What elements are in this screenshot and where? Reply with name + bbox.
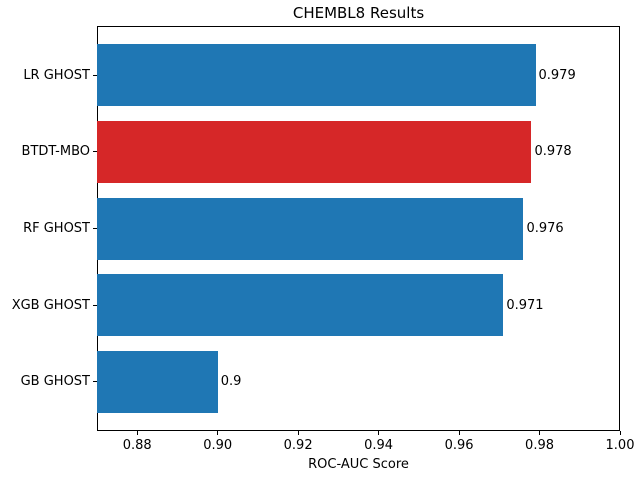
x-tick-label-0.98: 0.98 bbox=[525, 438, 554, 453]
bar-xgb-ghost bbox=[97, 274, 504, 337]
y-tick-label-rf-ghost: RF GHOST bbox=[23, 221, 90, 236]
x-tick-mark bbox=[539, 431, 541, 435]
x-tick-mark bbox=[297, 431, 299, 435]
x-tick-label-0.92: 0.92 bbox=[283, 438, 313, 453]
x-tick-mark bbox=[619, 431, 621, 435]
x-tick-mark bbox=[217, 431, 219, 435]
y-tick-label-btdt-mbo: BTDT-MBO bbox=[21, 144, 90, 160]
y-tick-mark bbox=[93, 228, 97, 229]
x-tick-label-0.90: 0.90 bbox=[203, 438, 233, 453]
bar-btdt-mbo bbox=[97, 120, 532, 183]
bar-value-label-lr-ghost: 0.979 bbox=[538, 67, 576, 83]
bar-value-label-xgb-ghost: 0.971 bbox=[506, 297, 544, 313]
y-tick-label-gb-ghost: GB GHOST bbox=[20, 374, 90, 390]
bar-value-label-rf-ghost: 0.976 bbox=[526, 221, 564, 236]
y-tick-mark bbox=[93, 381, 97, 383]
bar-lr-ghost bbox=[97, 44, 536, 107]
y-tick-mark bbox=[93, 74, 97, 76]
x-axis-label: ROC-AUC Score bbox=[308, 457, 409, 472]
x-tick-label-0.94: 0.94 bbox=[364, 438, 394, 453]
x-tick-label-0.96: 0.96 bbox=[444, 438, 474, 453]
chart-title: CHEMBL8 Results bbox=[292, 4, 425, 22]
x-tick-label-0.88: 0.88 bbox=[122, 438, 152, 453]
x-tick-label-1.00: 1.00 bbox=[605, 438, 635, 453]
bar-rf-ghost bbox=[97, 197, 524, 260]
y-tick-mark bbox=[93, 304, 97, 306]
bar-value-label-gb-ghost: 0.9 bbox=[220, 374, 242, 390]
y-tick-label-xgb-ghost: XGB GHOST bbox=[11, 297, 90, 313]
bar-value-label-btdt-mbo: 0.978 bbox=[534, 144, 572, 160]
x-tick-mark bbox=[136, 431, 138, 435]
y-tick-mark bbox=[93, 151, 97, 153]
x-tick-mark bbox=[458, 431, 460, 435]
bar-gb-ghost bbox=[97, 350, 218, 413]
x-tick-mark bbox=[378, 431, 380, 435]
y-tick-label-lr-ghost: LR GHOST bbox=[23, 67, 90, 83]
